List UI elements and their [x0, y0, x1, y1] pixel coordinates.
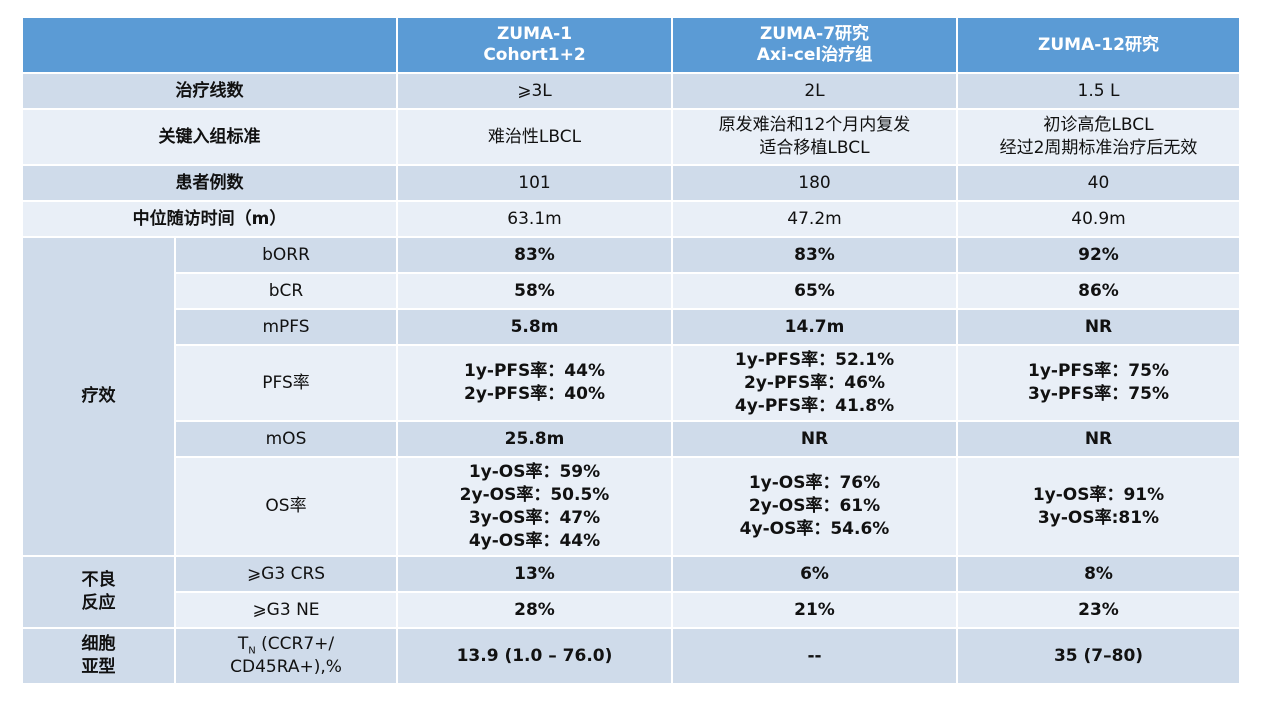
table-row: 不良 反应 ⩾G3 CRS 13% 6% 8% [21, 555, 1241, 629]
tn-rest: (CCR7+/ CD45RA+),% [230, 634, 342, 677]
table-row: mOS 25.8m NR NR [22, 420, 1241, 458]
row-label-tn: TN (CCR7+/ CD45RA+),% [174, 627, 398, 685]
row-label-bcr: bCR [174, 272, 398, 310]
table-row: bCR 58% 65% 86% [22, 272, 1241, 310]
cell-value: 1y-OS率：59% 2y-OS率：50.5% 3y-OS率：47% 4y-OS… [396, 456, 673, 557]
group-label-adverse: 不良 反应 [21, 555, 176, 629]
cell-value: 58% [396, 272, 673, 310]
header-zuma1: ZUMA-1 Cohort1+2 [396, 16, 673, 74]
table-row: 治疗线数 ⩾3L 2L 1.5 L [21, 72, 1241, 110]
row-label-borr: bORR [174, 236, 398, 274]
group-label-subtype: 细胞 亚型 [21, 627, 176, 685]
cell-value: 86% [956, 272, 1241, 310]
cell-value: 83% [396, 236, 673, 274]
cell-value: 40 [956, 164, 1241, 202]
header-corner [21, 16, 398, 74]
table-header-row: ZUMA-1 Cohort1+2 ZUMA-7研究 Axi-cel治疗组 ZUM… [21, 16, 1241, 74]
cell-value: ⩾3L [396, 72, 673, 110]
header-zuma7: ZUMA-7研究 Axi-cel治疗组 [671, 16, 958, 74]
cell-value: 1y-PFS率：52.1% 2y-PFS率：46% 4y-PFS率：41.8% [671, 344, 958, 422]
cell-value: 180 [671, 164, 958, 202]
cell-value: 13% [396, 555, 673, 593]
cell-value: 13.9 (1.0 – 76.0) [396, 627, 673, 685]
cell-value: 1.5 L [956, 72, 1241, 110]
cell-value: 2L [671, 72, 958, 110]
cell-value: 21% [671, 591, 958, 629]
table-row: 疗效 bORR 83% 83% 92% [21, 236, 1241, 557]
cell-value: 101 [396, 164, 673, 202]
cell-value: 8% [956, 555, 1241, 593]
table-row: 中位随访时间（m） 63.1m 47.2m 40.9m [21, 200, 1241, 238]
table-row: ⩾G3 NE 28% 21% 23% [22, 591, 1241, 629]
cell-value: 23% [956, 591, 1241, 629]
cell-value: 1y-OS率：91% 3y-OS率:81% [956, 456, 1241, 557]
row-label-mos: mOS [174, 420, 398, 458]
row-label-mpfs: mPFS [174, 308, 398, 346]
cell-value: NR [956, 308, 1241, 346]
table-row: PFS率 1y-PFS率：44% 2y-PFS率：40% 1y-PFS率：52.… [22, 344, 1241, 422]
table-row: 关键入组标准 难治性LBCL 原发难治和12个月内复发 适合移植LBCL 初诊高… [21, 108, 1241, 166]
row-label-lines: 治疗线数 [21, 72, 398, 110]
row-label-ne: ⩾G3 NE [174, 591, 398, 629]
row-label-os-rate: OS率 [174, 456, 398, 557]
cell-value: 92% [956, 236, 1241, 274]
cell-value: 难治性LBCL [396, 108, 673, 166]
cell-value: 14.7m [671, 308, 958, 346]
tn-subscript: N [248, 645, 256, 657]
table-row: mPFS 5.8m 14.7m NR [22, 308, 1241, 346]
cell-value: 83% [671, 236, 958, 274]
cell-value: 初诊高危LBCL 经过2周期标准治疗后无效 [956, 108, 1241, 166]
cell-value: 65% [671, 272, 958, 310]
cell-value: 1y-OS率：76% 2y-OS率：61% 4y-OS率：54.6% [671, 456, 958, 557]
cell-value: 63.1m [396, 200, 673, 238]
cell-value: -- [671, 627, 958, 685]
cell-value: 35 (7–80) [956, 627, 1241, 685]
row-label-patients: 患者例数 [21, 164, 398, 202]
row-label-criteria: 关键入组标准 [21, 108, 398, 166]
row-label-pfs-rate: PFS率 [174, 344, 398, 422]
row-label-crs: ⩾G3 CRS [174, 555, 398, 593]
cell-value: 6% [671, 555, 958, 593]
cell-value: 28% [396, 591, 673, 629]
cell-value: 5.8m [396, 308, 673, 346]
cell-value: 25.8m [396, 420, 673, 458]
table-row: 细胞 亚型 TN (CCR7+/ CD45RA+),% 13.9 (1.0 – … [21, 627, 1241, 685]
cell-value: 1y-PFS率：75% 3y-PFS率：75% [956, 344, 1241, 422]
cell-value: 1y-PFS率：44% 2y-PFS率：40% [396, 344, 673, 422]
cell-value: 原发难治和12个月内复发 适合移植LBCL [671, 108, 958, 166]
row-label-followup: 中位随访时间（m） [21, 200, 398, 238]
cell-value: 47.2m [671, 200, 958, 238]
cell-value: NR [671, 420, 958, 458]
table-row: OS率 1y-OS率：59% 2y-OS率：50.5% 3y-OS率：47% 4… [22, 456, 1241, 557]
comparison-table: ZUMA-1 Cohort1+2 ZUMA-7研究 Axi-cel治疗组 ZUM… [21, 16, 1241, 685]
header-zuma12: ZUMA-12研究 [956, 16, 1241, 74]
group-label-efficacy: 疗效 [21, 236, 176, 557]
table-row: 患者例数 101 180 40 [21, 164, 1241, 202]
tn-main: T [237, 634, 249, 654]
cell-value: 40.9m [956, 200, 1241, 238]
cell-value: NR [956, 420, 1241, 458]
